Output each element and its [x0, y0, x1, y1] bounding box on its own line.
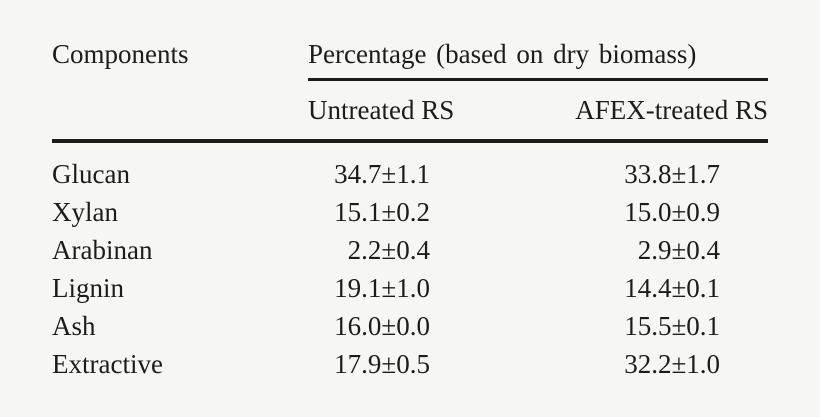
afex-value: 2.9±0.4	[637, 234, 721, 265]
afex-value: 14.4±0.1	[624, 272, 721, 303]
table-row: Lignin 19.1±1.0 14.4±0.1	[52, 269, 768, 307]
untreated-value: 16.0±0.0	[334, 310, 430, 341]
header-row-sub: Untreated RS AFEX-treated RS	[52, 79, 769, 143]
afex-value: 15.5±0.1	[624, 310, 721, 341]
table-row: Arabinan 2.2±0.4 2.9±0.4	[52, 231, 768, 269]
header-row-group: Components Percentage (based on dry biom…	[52, 30, 769, 143]
untreated-value: 19.1±1.0	[334, 272, 430, 303]
afex-value: 15.0±0.9	[624, 196, 721, 227]
table-row: Extractive 17.9±0.5 32.2±1.0	[52, 345, 768, 383]
row-label: Lignin	[52, 272, 124, 303]
untreated-value: 15.1±0.2	[334, 196, 430, 227]
biomass-composition-table: Components Percentage (based on dry biom…	[52, 30, 769, 383]
untreated-rs-column-header: Untreated RS	[308, 79, 490, 143]
untreated-value: 17.9±0.5	[334, 348, 430, 379]
row-label: Extractive	[52, 348, 163, 379]
percentage-group-header: Percentage (based on dry biomass)	[308, 30, 769, 81]
afex-value: 33.8±1.7	[624, 158, 721, 189]
row-label: Ash	[52, 310, 96, 341]
row-label: Glucan	[52, 158, 130, 189]
table-row: Xylan 15.1±0.2 15.0±0.9	[52, 193, 768, 231]
row-label: Xylan	[52, 196, 118, 227]
row-label: Arabinan	[52, 234, 153, 265]
table-row: Glucan 34.7±1.1 33.8±1.7	[52, 141, 768, 193]
afex-treated-rs-column-header: AFEX-treated RS	[490, 79, 769, 143]
components-column-header: Components	[52, 30, 308, 143]
afex-value: 32.2±1.0	[624, 348, 721, 379]
untreated-value: 2.2±0.4	[347, 234, 430, 265]
table-row: Ash 16.0±0.0 15.5±0.1	[52, 307, 768, 345]
untreated-value: 34.7±1.1	[334, 158, 430, 189]
